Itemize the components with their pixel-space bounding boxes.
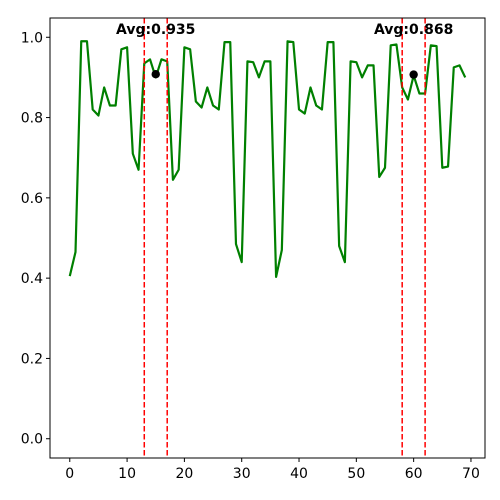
x-tick-label: 60	[405, 466, 423, 482]
avg-marker	[409, 70, 418, 79]
series-line-0	[68, 40, 467, 279]
plot-area: Avg:0.935 Avg:0.868	[68, 18, 467, 458]
avg-annotation: Avg:0.935	[116, 22, 195, 38]
x-tick-label: 40	[290, 466, 308, 482]
y-tick-label: 0.2	[21, 351, 43, 367]
avg-annotation: Avg:0.868	[374, 22, 453, 38]
y-tick-label: 0.4	[21, 271, 43, 287]
y-tick-label: 0.0	[21, 432, 43, 448]
y-tick-label: 0.8	[21, 111, 43, 127]
y-tick-label: 1.0	[21, 30, 43, 46]
x-tick-label: 30	[233, 466, 251, 482]
x-tick-label: 10	[118, 466, 136, 482]
y-axis: 0.0 0.2 0.4 0.6 0.8 1.0	[21, 30, 50, 448]
x-axis: 0 10 20 30 40 50 60 70	[65, 458, 480, 482]
axes-frame	[49, 17, 486, 459]
x-tick-label: 0	[65, 466, 74, 482]
y-tick-label: 0.6	[21, 191, 43, 207]
avg-marker	[151, 70, 160, 79]
x-tick-label: 20	[175, 466, 193, 482]
x-tick-label: 70	[462, 466, 480, 482]
x-tick-label: 50	[347, 466, 365, 482]
